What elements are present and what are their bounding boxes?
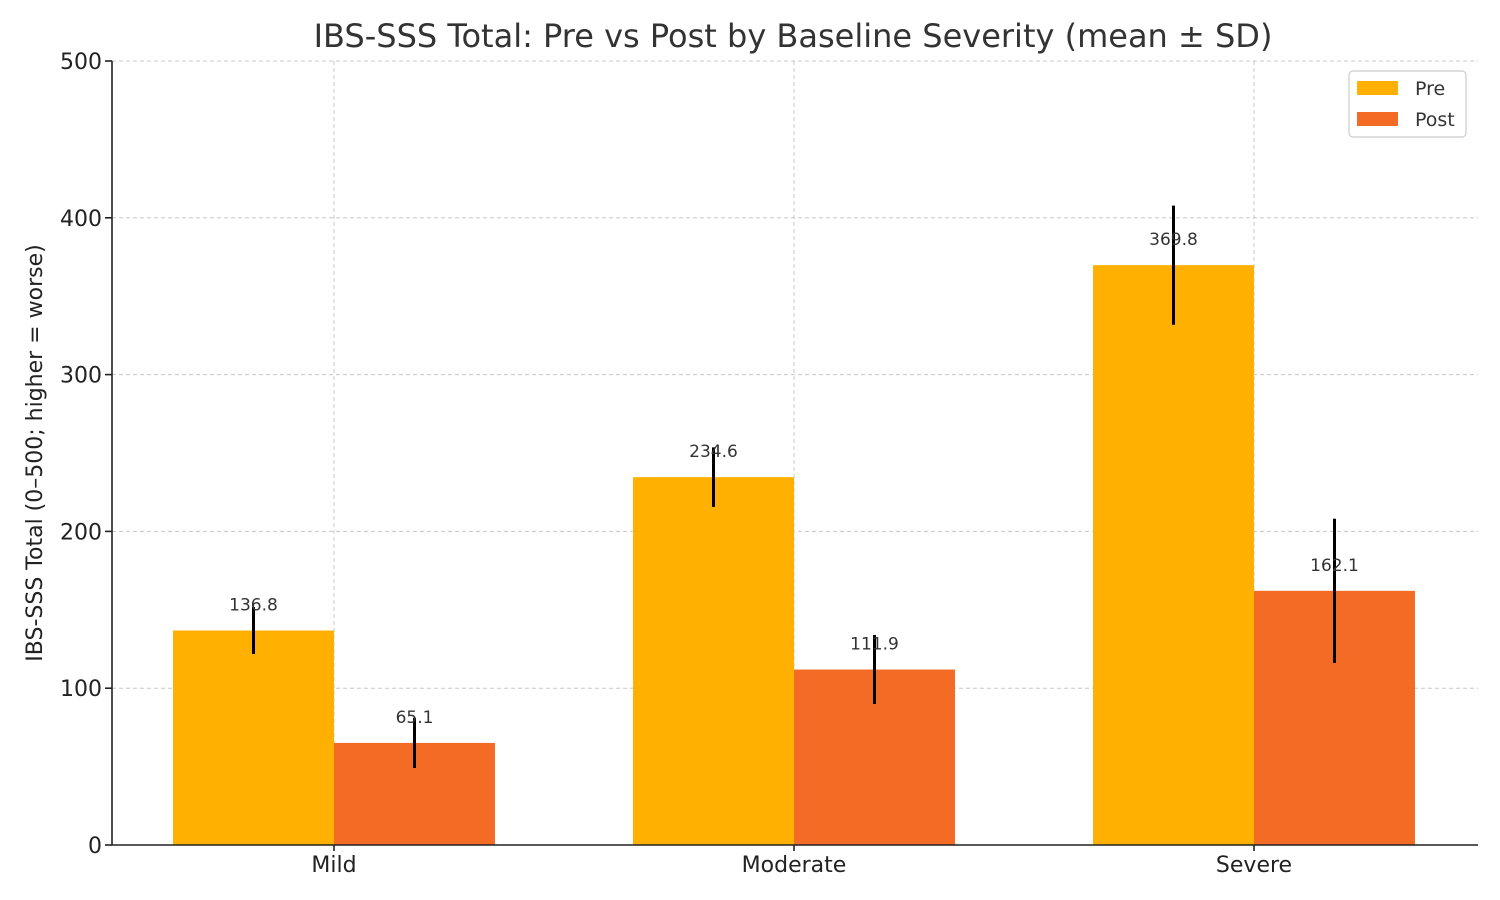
y-tick-label: 500	[60, 50, 102, 75]
y-tick-label: 200	[60, 520, 102, 545]
legend-label-post: Post	[1415, 109, 1455, 131]
chart-title: IBS-SSS Total: Pre vs Post by Baseline S…	[314, 17, 1273, 55]
legend-swatch-pre	[1357, 81, 1398, 95]
y-tick-label: 300	[60, 364, 102, 389]
data-label: 234.6	[689, 442, 738, 462]
x-tick-label: Mild	[311, 853, 356, 878]
bar-pre-severe	[1093, 265, 1254, 846]
legend-label-pre: Pre	[1415, 78, 1445, 100]
data-label: 162.1	[1310, 556, 1359, 576]
data-label-layer: 136.8 234.6 369.8 65.1 111.9 162.1	[229, 230, 1359, 728]
x-tick-label: Severe	[1216, 853, 1292, 878]
legend: Pre Post	[1348, 70, 1467, 138]
y-tick-label: 100	[60, 677, 102, 702]
data-label: 65.1	[396, 708, 434, 728]
axis-layer: 0 100 200 300 400 500 Mild Moderate Severe	[60, 50, 1478, 878]
error-bar-layer	[252, 205, 1336, 769]
data-label: 111.9	[850, 635, 899, 655]
data-label: 369.8	[1149, 230, 1198, 250]
y-tick-label: 400	[60, 207, 102, 232]
y-axis-label: IBS-SSS Total (0–500; higher = worse)	[23, 244, 48, 661]
x-tick-label: Moderate	[742, 853, 847, 878]
legend-swatch-post	[1357, 112, 1398, 126]
data-label: 136.8	[229, 595, 278, 615]
bar-pre-moderate	[633, 477, 794, 845]
bar-layer	[173, 265, 1415, 846]
y-tick-label: 0	[88, 834, 102, 859]
bar-pre-mild	[173, 630, 334, 845]
